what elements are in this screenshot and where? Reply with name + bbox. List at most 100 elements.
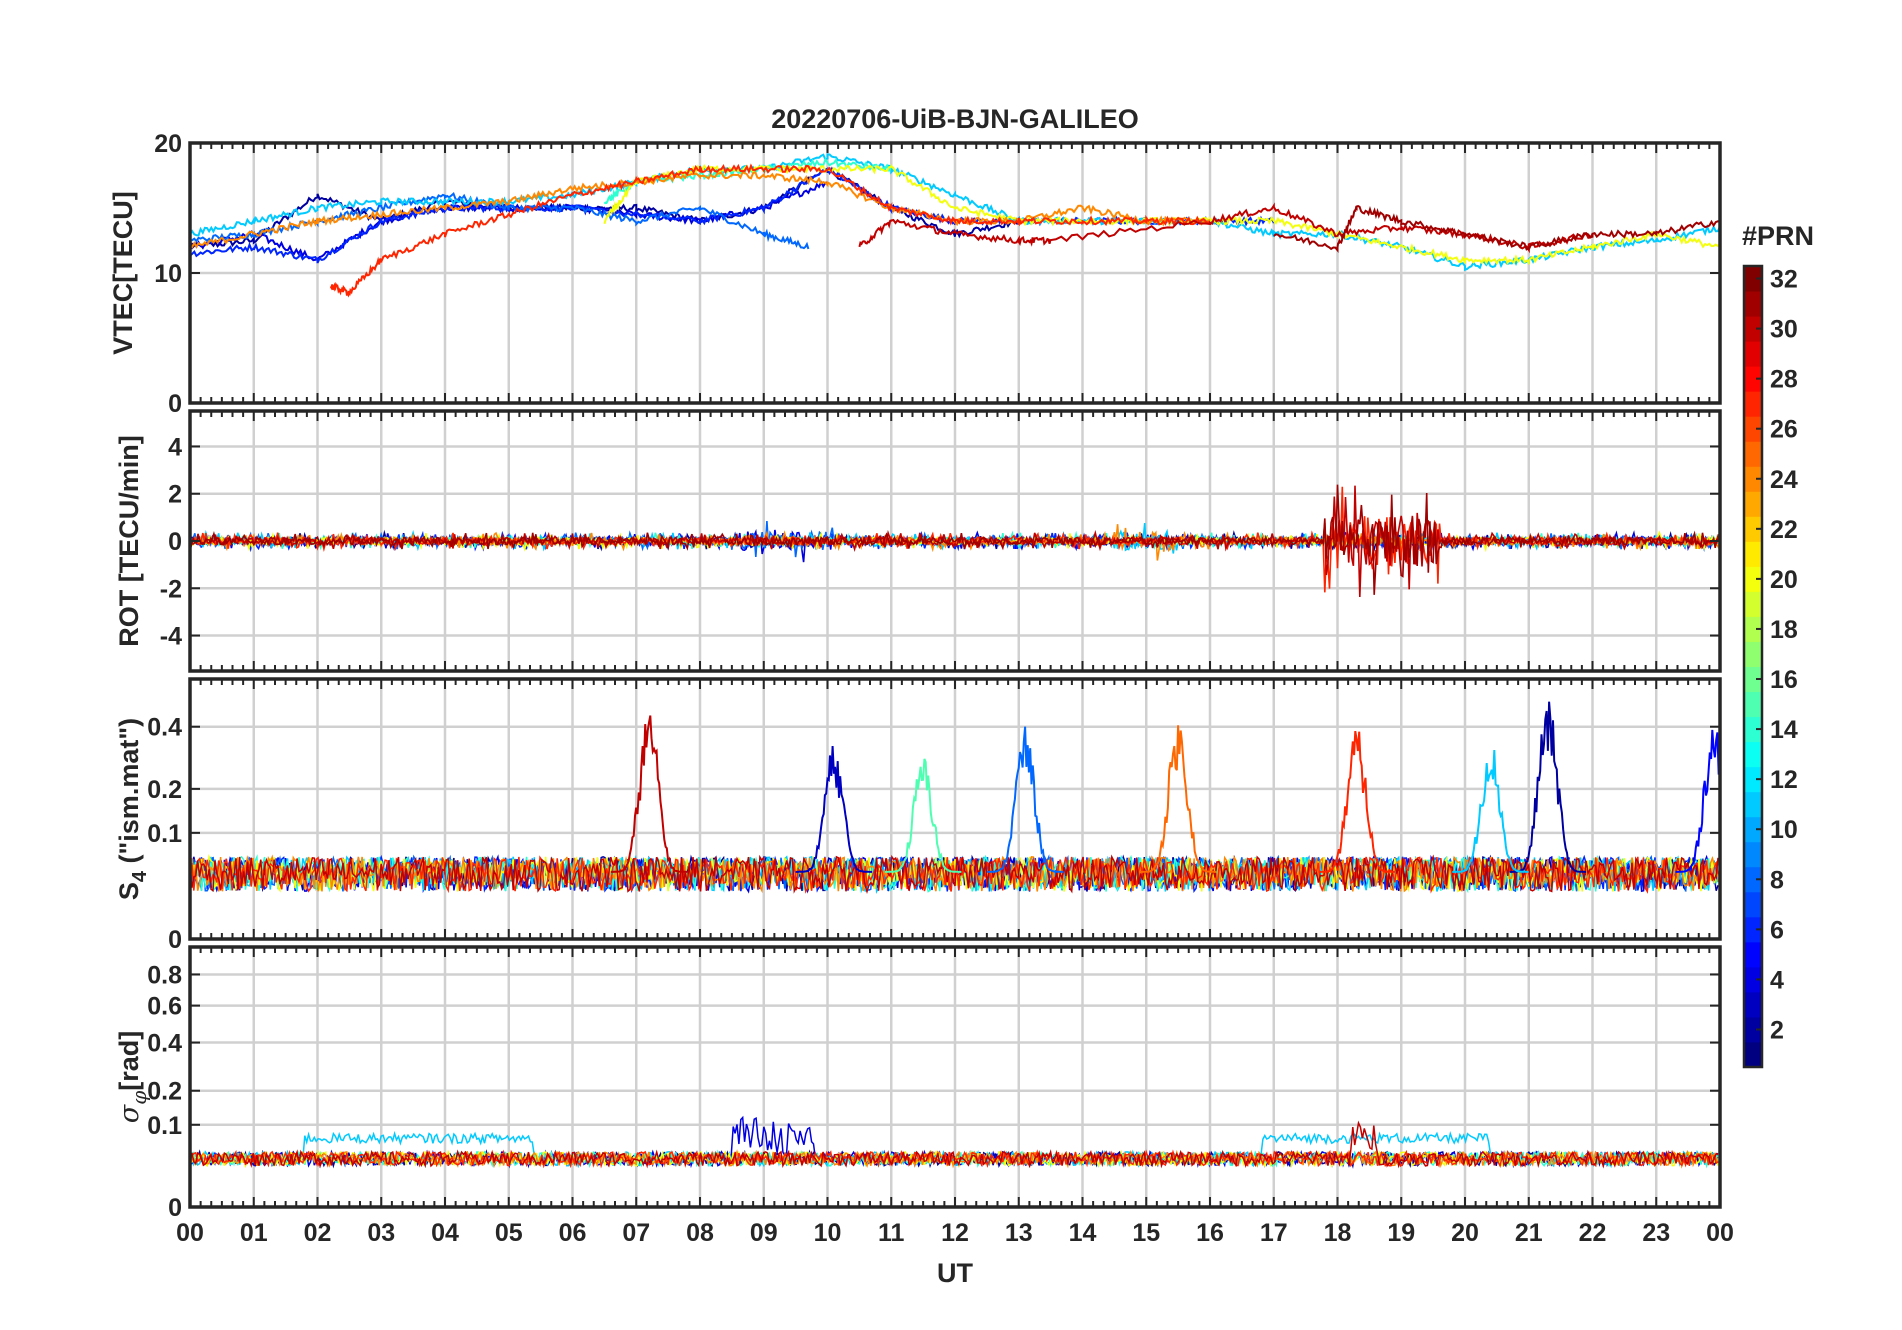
x-tick-label: 22: [1579, 1219, 1607, 1247]
colorbar-tick-label: 8: [1770, 866, 1784, 894]
panel-vtec: 0 10 20 VTEC[TECU]: [108, 130, 1722, 418]
y-axis-label-part: S: [114, 882, 144, 900]
colorbar-swatch: [1744, 741, 1762, 768]
y-tick-label: 0.1: [147, 1112, 182, 1140]
vtec-series-prn-24: [190, 171, 1211, 249]
x-tick-label: 00: [1706, 1219, 1734, 1247]
colorbar-tick-label: 18: [1770, 616, 1798, 644]
chart-title: 20220706-UiB-BJN-GALILEO: [771, 104, 1139, 134]
rot-series-prn-20: [190, 530, 1720, 553]
colorbar-swatch: [1744, 791, 1762, 818]
y-axis-label-part: σ: [114, 1103, 145, 1123]
series-group: [190, 153, 1720, 298]
colorbar-swatch: [1744, 391, 1762, 417]
s4-peak-prn-11: [1452, 750, 1529, 873]
vtec-series-prn-27: [329, 163, 1211, 298]
y-axis-label: ROT [TECU/min]: [114, 435, 144, 646]
s4-peak-prn-25: [1139, 725, 1217, 873]
panel-rot: -4 -2 0 2 4 ROT [TECU/min]: [114, 409, 1722, 673]
y-tick-label: 0.6: [147, 993, 182, 1021]
colorbar-frame: [1742, 264, 1764, 1069]
x-tick-label: 13: [1005, 1219, 1033, 1247]
y-tick-label: 20: [154, 130, 182, 158]
colorbar-tick-label: 20: [1770, 566, 1798, 594]
panel-s4: 00.10.20.4S4 ("ism.mat"): [114, 677, 1722, 954]
y-tick-label: -4: [160, 623, 182, 651]
y-tick-label: 0.4: [147, 714, 182, 742]
y-tick-label: 0.2: [147, 1078, 182, 1106]
series-group: [190, 701, 1720, 895]
y-axis-label: σφ[rad]: [114, 1031, 151, 1123]
colorbar-swatch: [1744, 966, 1762, 993]
colorbar-swatch: [1744, 766, 1762, 793]
rot-series-prn-31: [190, 484, 1720, 595]
colorbar-swatch: [1744, 516, 1762, 542]
y-tick-label: 0.8: [147, 961, 182, 989]
x-tick-label: 17: [1260, 1219, 1288, 1247]
colorbar-tick-label: 14: [1770, 716, 1798, 744]
colorbar-swatch: [1744, 916, 1762, 943]
x-tick-label: 20: [1451, 1219, 1479, 1247]
colorbar-tick-label: 12: [1770, 766, 1798, 794]
s4-peak-prn-27: [1318, 730, 1395, 873]
x-tick-label: 21: [1515, 1219, 1543, 1247]
colorbar-swatch: [1744, 366, 1762, 392]
colorbar-swatch: [1744, 866, 1762, 893]
colorbar-swatch: [1744, 541, 1762, 567]
y-tick-label: 0: [168, 528, 182, 556]
colorbar-swatch: [1744, 1016, 1762, 1043]
x-tick-label: 09: [750, 1219, 778, 1247]
y-axis-label-part: 4: [129, 870, 151, 882]
y-axis-label: S4 ("ism.mat"): [114, 718, 151, 900]
panel-sigma_phi: 0 0.1 0.2 0.4 0.6 0.8 σφ[rad]: [114, 945, 1722, 1222]
y-tick-label: 0: [168, 390, 182, 418]
colorbar-tick-label: 22: [1770, 516, 1798, 544]
colorbar-swatch: [1744, 291, 1762, 317]
y-axis-label-part: [rad]: [114, 1031, 144, 1091]
x-axis-label: UT: [937, 1258, 973, 1288]
y-tick-label: 2: [168, 481, 182, 509]
colorbar-swatch: [1744, 816, 1762, 843]
colorbar-swatch: [1744, 591, 1762, 617]
s4-peak-prn-5: [1675, 729, 1720, 873]
y-tick-label: 0.4: [147, 1030, 182, 1058]
y-tick-label: 4: [168, 433, 182, 461]
vtec-series-prn-20: [603, 164, 1720, 266]
colorbar-swatch: [1744, 416, 1762, 442]
x-tick-label: 08: [686, 1219, 714, 1247]
x-tick-label: 04: [431, 1219, 459, 1247]
colorbar-tick-label: 24: [1770, 466, 1798, 494]
colorbar-tick-label: 10: [1770, 816, 1798, 844]
colorbar-tick-label: 32: [1770, 266, 1798, 294]
colorbar-swatch: [1744, 941, 1762, 968]
sigma-series-prn-30: [190, 1120, 1719, 1169]
colorbar-swatch: [1744, 1041, 1762, 1068]
y-tick-label: 0: [168, 1194, 182, 1222]
x-tick-label: 07: [622, 1219, 650, 1247]
colorbar-swatch: [1744, 716, 1762, 743]
s4-peak-prn-3: [795, 745, 873, 873]
y-tick-label: 0.2: [147, 776, 182, 804]
colorbar-swatch: [1744, 841, 1762, 868]
colorbar-swatch: [1744, 691, 1762, 718]
y-tick-label: 0.1: [147, 820, 182, 848]
x-tick-label: 10: [814, 1219, 842, 1247]
x-tick-label: 05: [495, 1219, 523, 1247]
colorbar-tick-label: 2: [1770, 1016, 1784, 1044]
colorbar-tick-label: 16: [1770, 666, 1798, 694]
y-tick-label: -2: [160, 575, 182, 603]
x-tick-label: 14: [1069, 1219, 1097, 1247]
series-group: [190, 1115, 1719, 1169]
y-axis-label-part: ("ism.mat"): [114, 718, 144, 871]
colorbar-tick-label: 28: [1770, 366, 1798, 394]
colorbar-swatch: [1744, 891, 1762, 918]
x-tick-label: 23: [1642, 1219, 1670, 1247]
y-tick-label: 10: [154, 260, 182, 288]
s4-series-prn-30: [190, 854, 1719, 895]
colorbar-tick-label: 6: [1770, 916, 1784, 944]
x-tick-label: 19: [1387, 1219, 1415, 1247]
colorbar-swatch: [1744, 341, 1762, 367]
series-group: [190, 484, 1720, 598]
colorbar-swatch: [1744, 491, 1762, 517]
